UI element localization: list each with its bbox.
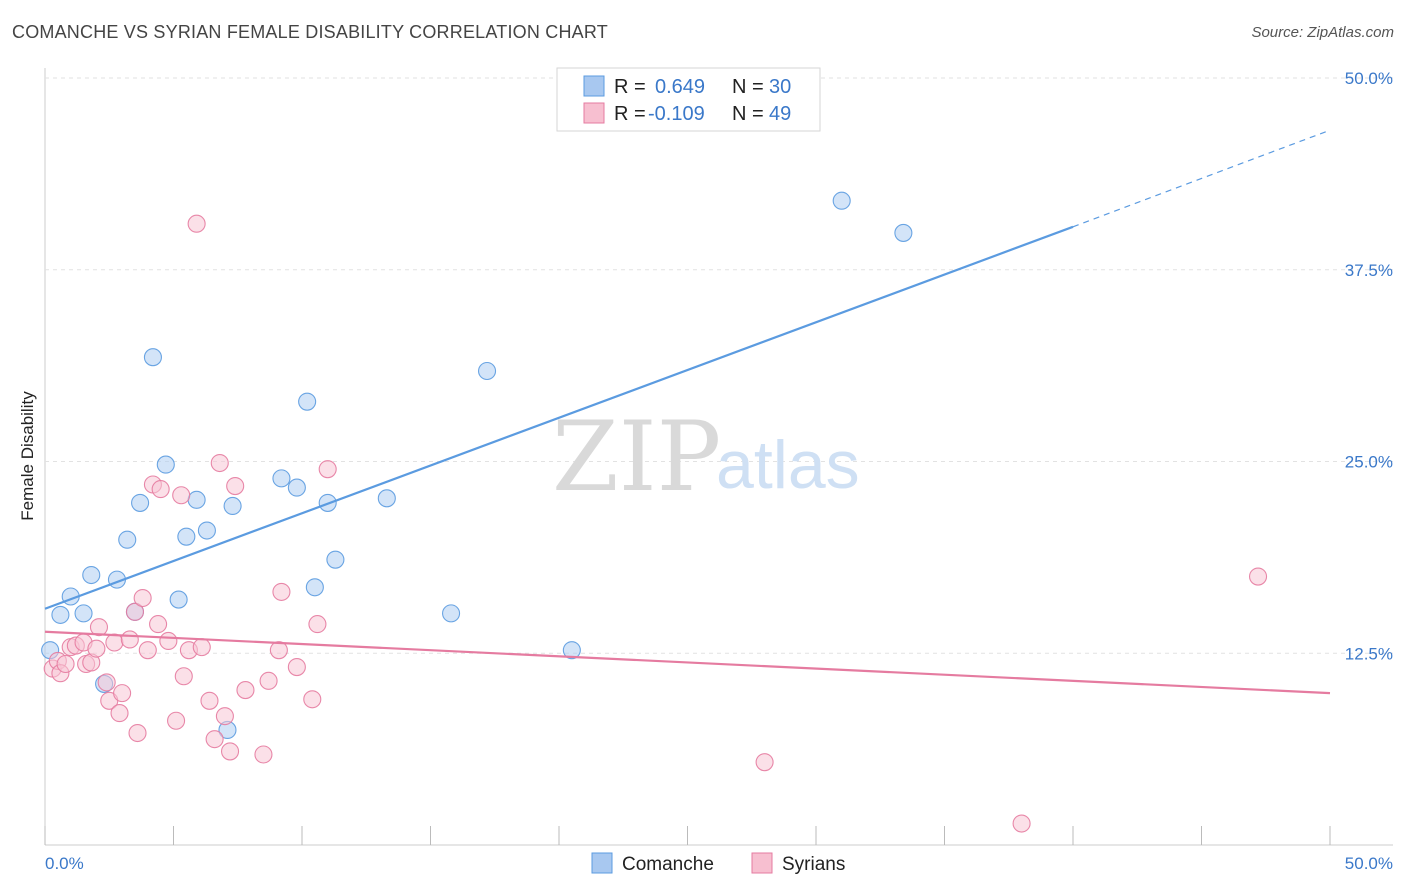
data-point xyxy=(97,673,116,692)
data-point xyxy=(326,550,345,569)
data-point xyxy=(133,588,152,608)
data-point xyxy=(287,478,306,497)
data-point xyxy=(318,460,337,479)
data-point xyxy=(254,745,273,764)
data-point xyxy=(151,480,170,499)
data-point xyxy=(215,707,234,726)
data-point xyxy=(308,615,327,634)
legend: R = 0.649 N = 30 R = -0.109 N = 49 xyxy=(556,67,821,132)
data-point xyxy=(118,530,137,549)
data-point xyxy=(303,690,322,709)
bottom-legend-swatch-syrians xyxy=(751,852,773,874)
legend-r-value-1: 0.649 xyxy=(655,76,705,98)
data-point xyxy=(87,639,106,658)
data-point xyxy=(226,476,245,496)
data-point xyxy=(200,691,219,710)
data-point xyxy=(287,658,306,677)
watermark-atlas: atlas xyxy=(716,427,860,503)
data-point xyxy=(210,453,229,473)
data-point xyxy=(105,633,124,652)
data-point xyxy=(131,493,150,512)
data-point xyxy=(187,214,206,233)
data-point xyxy=(51,605,70,624)
data-point xyxy=(187,490,206,509)
legend-swatch-syrians xyxy=(583,102,605,124)
bottom-legend-swatch-comanche xyxy=(591,852,613,874)
data-point xyxy=(174,667,193,686)
legend-r-label-2: R = xyxy=(614,103,646,125)
data-point xyxy=(125,602,144,621)
data-point xyxy=(156,455,175,474)
gridlines xyxy=(45,77,1393,654)
legend-n-value-2: 49 xyxy=(769,103,791,125)
data-point xyxy=(272,582,291,601)
data-point xyxy=(562,641,581,660)
legend-n-value-1: 30 xyxy=(769,76,791,98)
bottom-legend-syrians: Syrians xyxy=(782,854,845,875)
data-point xyxy=(298,392,317,411)
data-point xyxy=(138,641,157,660)
data-point xyxy=(74,604,93,623)
data-point xyxy=(120,630,139,649)
data-point xyxy=(167,711,186,730)
data-point xyxy=(205,730,224,749)
data-point xyxy=(894,223,913,242)
x-tick-label-max: 50.0% xyxy=(1345,854,1393,873)
data-point xyxy=(442,604,461,623)
data-point xyxy=(755,753,774,772)
data-point xyxy=(832,191,851,210)
x-tick-marks xyxy=(44,826,1331,845)
data-point xyxy=(159,631,178,651)
data-point xyxy=(236,681,255,700)
data-point xyxy=(259,671,278,690)
y-tick-label: 50.0% xyxy=(1345,69,1393,88)
data-point xyxy=(220,742,240,761)
data-point xyxy=(1012,814,1031,833)
data-point xyxy=(377,489,396,508)
legend-r-value-2: -0.109 xyxy=(648,103,705,125)
data-point xyxy=(56,654,75,674)
y-tick-label: 12.5% xyxy=(1345,644,1393,663)
data-point xyxy=(143,348,162,367)
data-point xyxy=(305,578,324,597)
data-point xyxy=(272,469,291,488)
legend-n-label-1: N = xyxy=(732,76,764,98)
data-point xyxy=(149,615,168,634)
data-point xyxy=(172,486,191,505)
data-point xyxy=(223,496,242,516)
y-axis-label: Female Disability xyxy=(18,391,37,521)
data-point xyxy=(110,704,129,723)
trend-line-comanche xyxy=(44,225,1074,610)
data-point xyxy=(1248,567,1268,586)
watermark-zip: ZIP xyxy=(552,401,721,513)
data-point xyxy=(477,361,497,381)
y-tick-label: 25.0% xyxy=(1345,453,1393,472)
chart-title: COMANCHE VS SYRIAN FEMALE DISABILITY COR… xyxy=(12,22,608,42)
data-point xyxy=(169,590,188,609)
trend-line-extension-comanche xyxy=(1072,129,1331,228)
source-label: Source: ZipAtlas.com xyxy=(1251,24,1394,41)
data-point xyxy=(177,527,196,546)
legend-r-label-1: R = xyxy=(614,76,646,98)
data-point xyxy=(113,684,132,703)
bottom-legend: Comanche Syrians xyxy=(591,852,845,875)
data-point xyxy=(197,521,216,540)
legend-n-label-2: N = xyxy=(732,103,764,125)
trend-line-syrians xyxy=(44,630,1331,695)
data-point xyxy=(82,565,101,585)
data-point xyxy=(89,618,109,637)
data-point xyxy=(269,641,288,660)
data-point xyxy=(192,638,211,657)
legend-swatch-comanche xyxy=(583,75,605,97)
bottom-legend-comanche: Comanche xyxy=(622,854,714,875)
y-tick-label: 37.5% xyxy=(1345,261,1393,280)
data-point xyxy=(128,723,147,743)
series-syrians xyxy=(43,214,1268,833)
x-tick-label-min: 0.0% xyxy=(45,854,84,873)
